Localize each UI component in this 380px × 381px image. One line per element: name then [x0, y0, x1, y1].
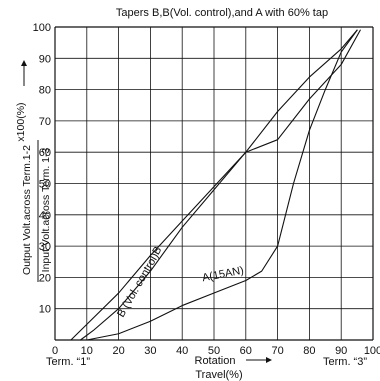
x-tick-label-0: 0: [52, 345, 58, 357]
x-tick-label-20: 20: [112, 345, 124, 357]
x-axis-label-travel: Travel(%): [195, 369, 242, 381]
y-tick-label-100: 100: [33, 22, 51, 34]
x-tick-label-70: 70: [271, 345, 283, 357]
x-tick-label-40: 40: [176, 345, 188, 357]
x-axis-arrowhead: [266, 357, 272, 363]
curve-a-15an: [86, 29, 358, 341]
x-tick-label-10: 10: [81, 345, 93, 357]
chart-title: Tapers B,B(Vol. control),and A with 60% …: [116, 7, 328, 19]
y-tick-label-40: 40: [39, 210, 51, 222]
y-tick-label-50: 50: [39, 179, 51, 191]
y-axis-arrowhead: [21, 60, 27, 66]
x-tick-label-90: 90: [335, 345, 347, 357]
y-tick-label-90: 90: [39, 53, 51, 65]
y-axis-label-suffix: x100(%): [15, 102, 27, 141]
grid: [54, 26, 374, 341]
y-tick-label-10: 10: [39, 304, 51, 316]
curve-b: [70, 29, 358, 341]
x-tick-label-60: 60: [240, 345, 252, 357]
x-axis-label-rotation: Rotation: [195, 355, 236, 367]
y-axis-label-denominator: Input Volt.across Term. 1-3: [40, 147, 52, 272]
y-axis-label-numerator: Output Volt.across Term.1-2: [21, 145, 33, 275]
x-tick-label-50: 50: [208, 345, 220, 357]
curve-b-vol-control: [79, 29, 361, 341]
x-tick-label-30: 30: [144, 345, 156, 357]
terminal-1-label: Term. “1”: [46, 356, 90, 368]
x-tick-label-80: 80: [303, 345, 315, 357]
y-tick-label-60: 60: [39, 147, 51, 159]
y-tick-label-80: 80: [39, 85, 51, 97]
series-label-a-15an: A(15AN): [201, 265, 245, 285]
y-axis-label: Output Volt.across Term.1-2 Input Volt.a…: [15, 60, 52, 282]
tick-labels: 0 10 20 30 40 50 60 70 80 90 100 10 20 30 40 50 60 70 80 90…: [33, 22, 380, 357]
x-tick-label-100: 100: [364, 345, 380, 357]
data-curves: [70, 29, 361, 341]
series-label-b-vol-control: B (Vol. control): [115, 251, 161, 319]
y-tick-label-20: 20: [39, 272, 51, 284]
terminal-3-label: Term. “3”: [323, 356, 367, 368]
y-tick-label-70: 70: [39, 116, 51, 128]
y-tick-label-30: 30: [39, 241, 51, 253]
